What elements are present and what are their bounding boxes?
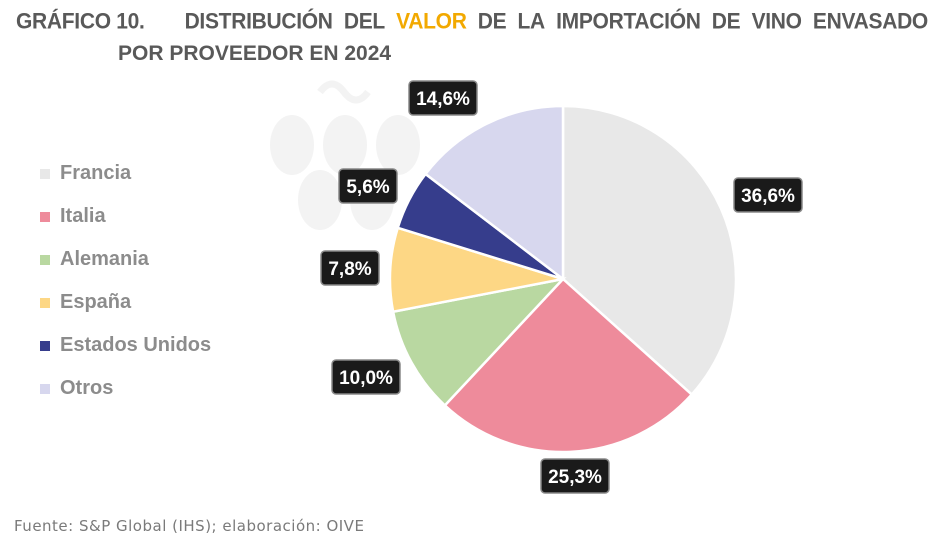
data-label: 5,6% — [338, 168, 398, 204]
data-label: 14,6% — [408, 80, 478, 116]
legend-label: Francia — [60, 162, 132, 184]
legend-label: España — [60, 291, 132, 313]
title-word: DE — [711, 9, 741, 34]
data-label-text: 36,6% — [741, 186, 795, 207]
data-label: 7,8% — [320, 250, 380, 286]
legend-label: Alemania — [60, 248, 149, 270]
title-word: LA — [517, 9, 546, 34]
watermark-logo — [270, 80, 420, 230]
chart-number: GRÁFICO 10. — [16, 9, 145, 34]
legend-swatch — [40, 168, 50, 179]
title-word: VALOR — [396, 9, 467, 34]
legend-swatch — [40, 211, 50, 222]
title-word: DE — [477, 9, 507, 34]
data-label-text: 25,3% — [548, 467, 602, 488]
data-label-text: 14,6% — [416, 89, 470, 110]
legend-item: Alemania — [40, 238, 211, 281]
data-label-text: 5,6% — [346, 177, 389, 198]
legend-label: Italia — [60, 205, 106, 227]
legend-item: Otros — [40, 367, 211, 410]
title-word: VINO — [751, 9, 802, 34]
data-label: 36,6% — [733, 177, 803, 213]
data-label: 10,0% — [331, 359, 401, 395]
pie-slice — [443, 277, 694, 454]
title-word: IMPORTACIÓN — [556, 9, 701, 34]
data-label-text: 10,0% — [339, 368, 393, 389]
legend: Francia Italia Alemania España Estados Unido… — [40, 152, 211, 410]
legend-item: España — [40, 281, 211, 324]
legend-swatch — [40, 297, 50, 308]
legend-item: Italia — [40, 195, 211, 238]
title-word: DISTRIBUCIÓN — [184, 9, 333, 34]
data-label-text: 7,8% — [328, 259, 371, 280]
pie-slice — [561, 104, 738, 397]
legend-label: Otros — [60, 377, 114, 399]
legend-item: Francia — [40, 152, 211, 195]
title-word: DEL — [343, 9, 385, 34]
pie-slice — [391, 277, 567, 408]
chart-title: GRÁFICO 10. DISTRIBUCIÓN DEL VALOR DE LA IMPO… — [16, 9, 928, 34]
legend-swatch — [40, 383, 50, 394]
legend-swatch — [40, 340, 50, 351]
legend-swatch — [40, 254, 50, 265]
pie-slice — [423, 104, 565, 282]
source-note: Fuente: S&P Global (IHS); elaboración: O… — [14, 517, 365, 535]
data-label: 25,3% — [540, 458, 610, 494]
legend-label: Estados Unidos — [60, 334, 212, 356]
legend-item: Estados Unidos — [40, 324, 211, 367]
title-word: ENVASADO — [812, 9, 928, 34]
chart-title-line2: POR PROVEEDOR EN 2024 — [118, 42, 392, 65]
